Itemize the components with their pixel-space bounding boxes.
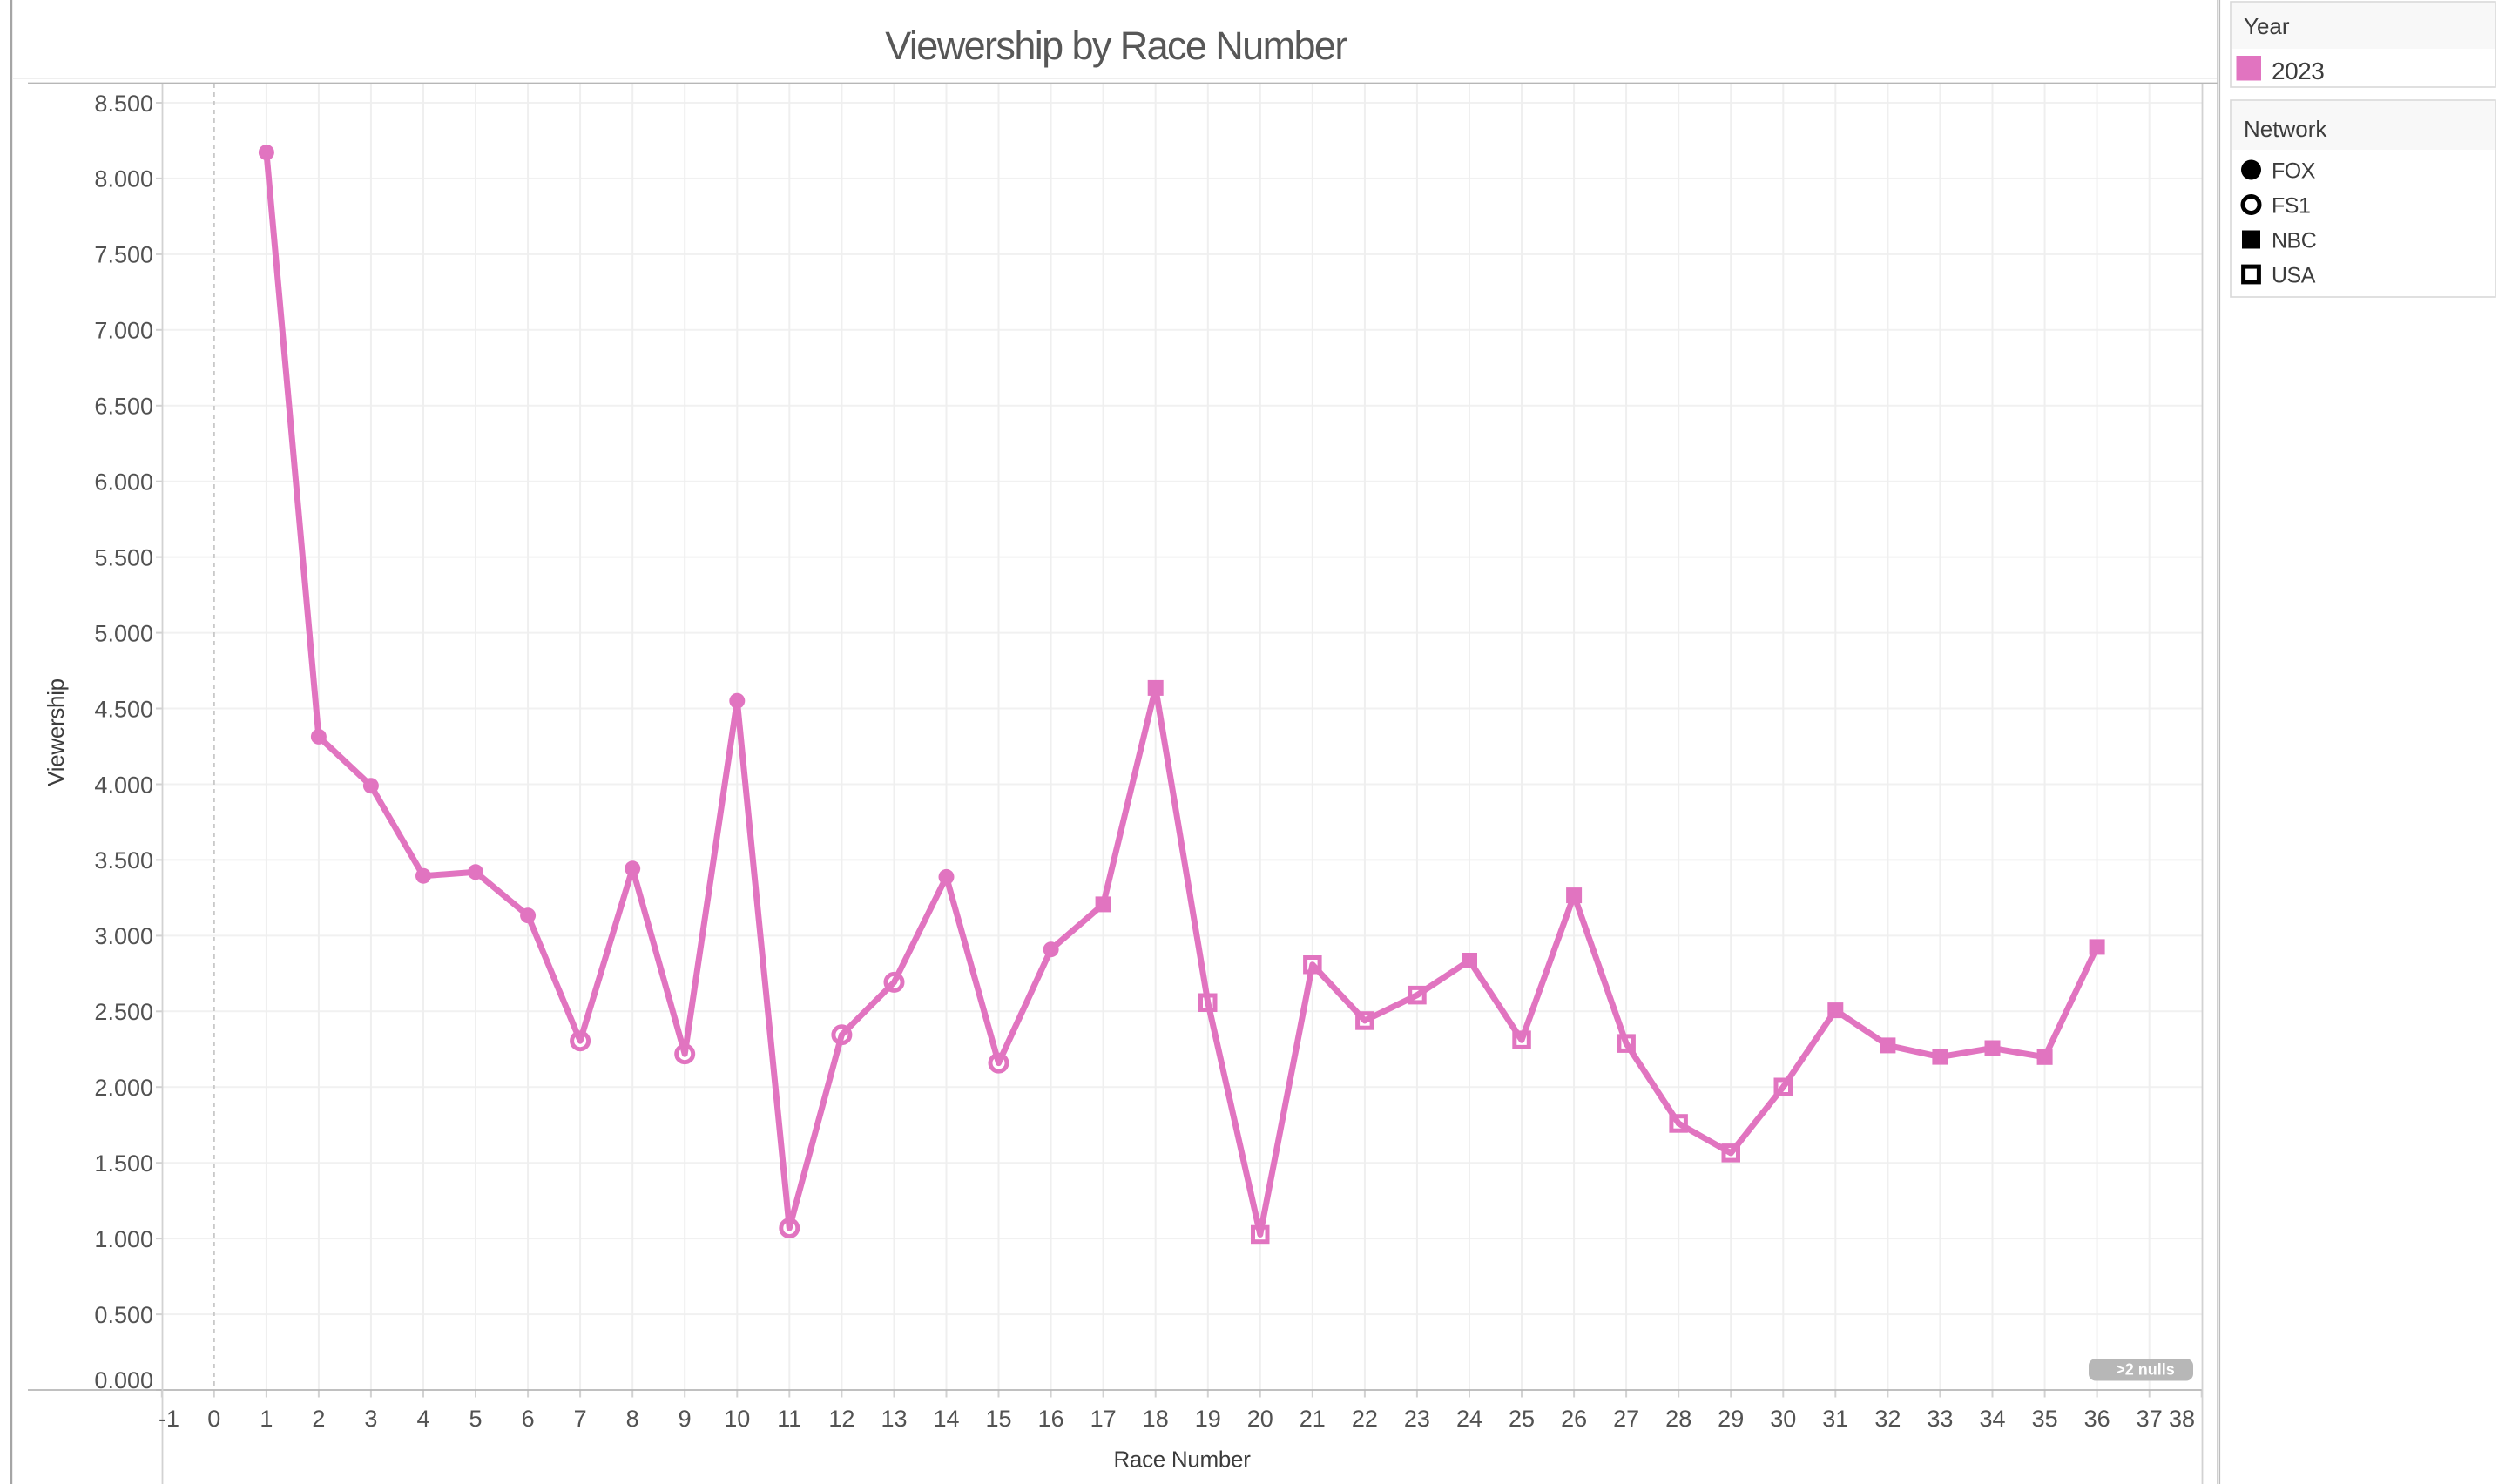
svg-text:8: 8 [626,1406,639,1432]
svg-text:24: 24 [1456,1406,1482,1432]
svg-text:Year: Year [2244,13,2290,39]
svg-text:NBC: NBC [2272,229,2317,253]
svg-text:22: 22 [1352,1406,1378,1432]
svg-text:9: 9 [679,1406,692,1432]
svg-text:1.500: 1.500 [94,1150,153,1177]
svg-text:19: 19 [1195,1406,1221,1432]
svg-text:-1: -1 [159,1406,179,1432]
svg-text:5.000: 5.000 [94,620,153,646]
svg-text:7.000: 7.000 [94,318,153,344]
svg-text:25: 25 [1509,1406,1535,1432]
svg-text:21: 21 [1300,1406,1326,1432]
svg-text:37: 37 [2137,1406,2163,1432]
svg-text:1: 1 [260,1406,273,1432]
svg-text:26: 26 [1561,1406,1587,1432]
svg-text:4: 4 [416,1406,429,1432]
svg-text:FOX: FOX [2272,159,2316,184]
svg-text:32: 32 [1874,1406,1901,1432]
svg-text:11: 11 [777,1406,801,1432]
svg-text:6.500: 6.500 [94,394,153,420]
svg-text:8.500: 8.500 [94,91,153,117]
svg-text:2.000: 2.000 [94,1075,153,1101]
svg-text:2023: 2023 [2272,57,2324,84]
svg-text:6: 6 [522,1406,535,1432]
svg-text:3: 3 [364,1406,377,1432]
svg-text:>2 nulls: >2 nulls [2116,1361,2175,1379]
svg-text:34: 34 [1979,1406,2005,1432]
svg-text:36: 36 [2084,1406,2110,1432]
svg-text:18: 18 [1143,1406,1169,1432]
svg-text:33: 33 [1927,1406,1953,1432]
svg-text:Race Number: Race Number [1113,1447,1251,1473]
svg-text:Viewership: Viewership [43,678,69,786]
svg-text:12: 12 [828,1406,854,1432]
svg-text:15: 15 [985,1406,1011,1432]
svg-text:17: 17 [1090,1406,1117,1432]
svg-text:14: 14 [933,1406,959,1432]
svg-text:0.000: 0.000 [94,1367,153,1393]
svg-text:10: 10 [724,1406,750,1432]
svg-text:16: 16 [1038,1406,1064,1432]
svg-text:4.500: 4.500 [94,696,153,722]
svg-text:4.000: 4.000 [94,772,153,798]
svg-text:27: 27 [1613,1406,1639,1432]
svg-text:0: 0 [207,1406,220,1432]
svg-text:30: 30 [1770,1406,1796,1432]
svg-text:Viewership by Race Number: Viewership by Race Number [885,24,1347,68]
svg-text:1.000: 1.000 [94,1226,153,1252]
svg-text:38: 38 [2169,1406,2195,1432]
svg-text:Network: Network [2244,116,2327,142]
svg-text:35: 35 [2032,1406,2058,1432]
svg-text:5.500: 5.500 [94,544,153,570]
svg-text:6.000: 6.000 [94,469,153,496]
svg-text:USA: USA [2272,264,2316,288]
svg-text:13: 13 [881,1406,907,1432]
svg-text:29: 29 [1718,1406,1744,1432]
svg-text:7.500: 7.500 [94,242,153,268]
svg-text:2: 2 [312,1406,325,1432]
svg-text:3.000: 3.000 [94,923,153,949]
svg-text:0.500: 0.500 [94,1302,153,1328]
svg-text:7: 7 [574,1406,587,1432]
svg-text:FS1: FS1 [2272,194,2310,219]
svg-text:31: 31 [1822,1406,1848,1432]
svg-text:5: 5 [469,1406,482,1432]
svg-text:20: 20 [1247,1406,1273,1432]
svg-text:23: 23 [1404,1406,1430,1432]
svg-text:28: 28 [1665,1406,1691,1432]
svg-text:8.000: 8.000 [94,166,153,192]
svg-text:3.500: 3.500 [94,847,153,874]
svg-text:2.500: 2.500 [94,999,153,1025]
